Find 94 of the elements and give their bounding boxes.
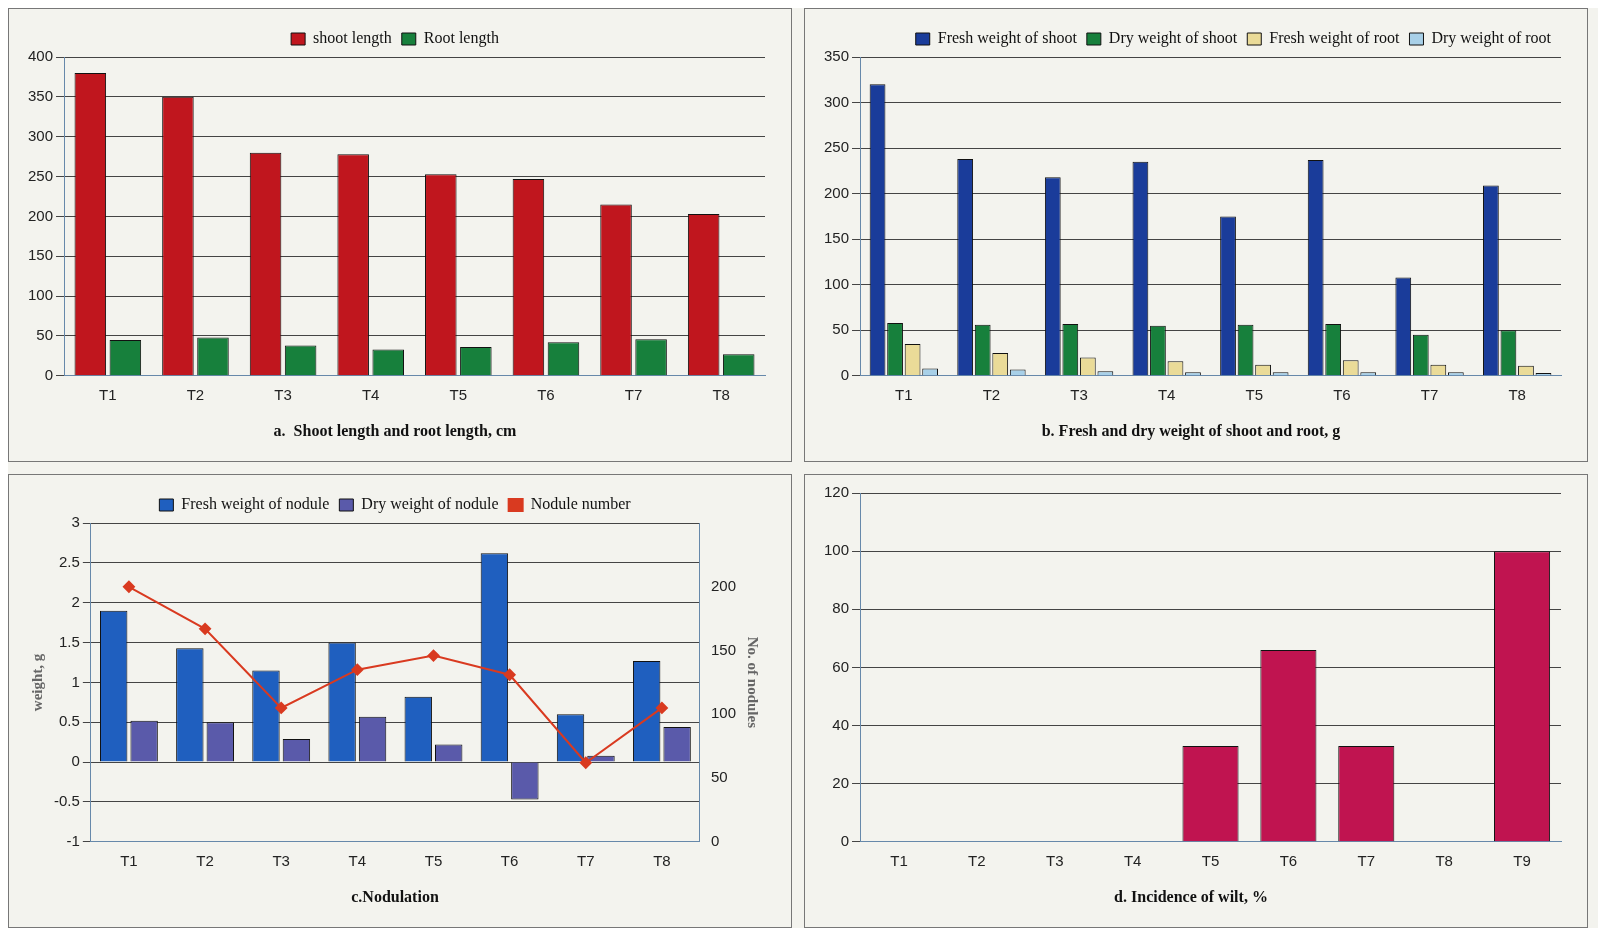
y2-tick-label: 50 (710, 768, 728, 786)
x-tick-label: T1 (890, 851, 908, 869)
legend-label: shoot length (313, 29, 392, 48)
point (275, 701, 288, 714)
y-tick-label: 200 (28, 206, 54, 224)
y-tick-label: 150 (28, 246, 54, 264)
y-tick-label: 100 (824, 274, 850, 292)
y-tick-label: 1.5 (58, 632, 80, 650)
y-tick-label: 350 (28, 86, 54, 104)
x-tick-label: T4 (1123, 851, 1142, 869)
x-tick-label: T5 (424, 851, 443, 869)
x-tick-label: T6 (1333, 385, 1351, 403)
y2-tick-label: 0 (710, 831, 720, 849)
text: d. Incidence of wilt, % (1114, 887, 1268, 905)
x-tick-label: T7 (1420, 385, 1439, 403)
y-tick-label: 100 (28, 286, 54, 304)
point (579, 756, 592, 769)
point (351, 663, 364, 676)
x-tick-label: T4 (348, 851, 367, 869)
y-tick-label: 200 (824, 183, 850, 201)
y-tick-label: 0 (840, 831, 850, 849)
x-tick-label: T5 (449, 385, 468, 403)
x-tick-label: T6 (500, 851, 519, 869)
x-tick-label: T1 (120, 851, 138, 869)
legend-label: Nodule number (530, 495, 632, 513)
legend-label: Fresh weight of shoot (937, 29, 1078, 48)
y-tick-label: 2.5 (58, 552, 80, 570)
y-tick-label: 0 (71, 752, 80, 770)
point (427, 649, 440, 662)
x-tick-label: T7 (577, 851, 595, 869)
y-tick-label: 350 (824, 47, 850, 65)
x-tick-label: T4 (361, 385, 380, 403)
x-tick-label: T3 (274, 385, 292, 403)
legend-label: Fresh weight of root (1269, 29, 1401, 48)
x-tick-label: T2 (982, 385, 1001, 403)
text: c.Nodulation (351, 887, 439, 905)
text: b. Fresh and dry weight of shoot and root, g (1041, 421, 1341, 440)
y-tick-label: 0 (840, 365, 850, 383)
y-tick-label: 80 (832, 599, 850, 617)
x-tick-label: T5 (1201, 851, 1220, 869)
x-tick-label: T5 (1245, 385, 1264, 403)
y-tick-label: 250 (824, 138, 850, 156)
x-tick-label: T2 (186, 385, 205, 403)
y-tick-label: 1 (71, 672, 80, 690)
legend-label: Dry weight of root (1431, 29, 1552, 48)
y-tick-label: -1 (66, 831, 80, 849)
y-tick-label: 40 (832, 715, 850, 733)
y-tick-label: 250 (28, 166, 54, 184)
x-tick-label: T8 (712, 385, 730, 403)
point (122, 580, 135, 593)
point (199, 622, 212, 635)
y2-axis-title: No. of nodules (745, 636, 762, 729)
legend-label: Dry weight of shoot (1108, 29, 1238, 48)
x-tick-label: T1 (99, 385, 117, 403)
x-tick-label: T4 (1157, 385, 1176, 403)
y-tick-label: 300 (824, 92, 850, 110)
x-tick-label: T1 (895, 385, 913, 403)
point (655, 701, 668, 714)
point (503, 668, 516, 681)
y-tick-label: 60 (832, 657, 850, 675)
legend-label: Fresh weight of nodule (181, 495, 330, 514)
y-tick-label: 300 (28, 126, 54, 144)
x-tick-label: T6 (1279, 851, 1298, 869)
y2-tick-label: 100 (710, 704, 736, 722)
y-tick-label: 20 (832, 773, 850, 791)
y-tick-label: 100 (824, 541, 850, 559)
y-tick-label: 50 (36, 326, 54, 344)
x-tick-label: T6 (537, 385, 555, 403)
x-tick-label: T9 (1513, 851, 1531, 869)
x-tick-label: T8 (1435, 851, 1453, 869)
x-tick-label: T3 (272, 851, 290, 869)
y-tick-label: 50 (832, 320, 850, 338)
y-tick-label: 400 (28, 47, 54, 65)
y-tick-label: -0.5 (53, 792, 80, 810)
y-tick-label: 2 (71, 592, 80, 610)
y-axis-title: weight, g (28, 653, 45, 712)
x-tick-label: T3 (1070, 385, 1088, 403)
y-tick-label: 150 (824, 229, 850, 247)
y-tick-label: 120 (824, 483, 850, 501)
x-tick-label: T7 (624, 385, 643, 403)
y-tick-label: 0 (44, 365, 54, 383)
x-tick-label: T2 (196, 851, 214, 869)
legend-label: Root length (423, 29, 499, 48)
x-tick-label: T7 (1357, 851, 1376, 869)
legend-label: Dry weight of nodule (361, 495, 499, 514)
x-tick-label: T2 (968, 851, 986, 869)
text: a. Shoot length and root length, cm (273, 421, 518, 440)
y2-tick-label: 200 (710, 576, 736, 594)
y2-tick-label: 150 (710, 640, 736, 658)
x-tick-label: T3 (1045, 851, 1064, 869)
y-tick-label: 0.5 (58, 712, 80, 730)
x-tick-label: T8 (653, 851, 671, 869)
y-tick-label: 3 (71, 513, 80, 531)
x-tick-label: T8 (1508, 385, 1526, 403)
